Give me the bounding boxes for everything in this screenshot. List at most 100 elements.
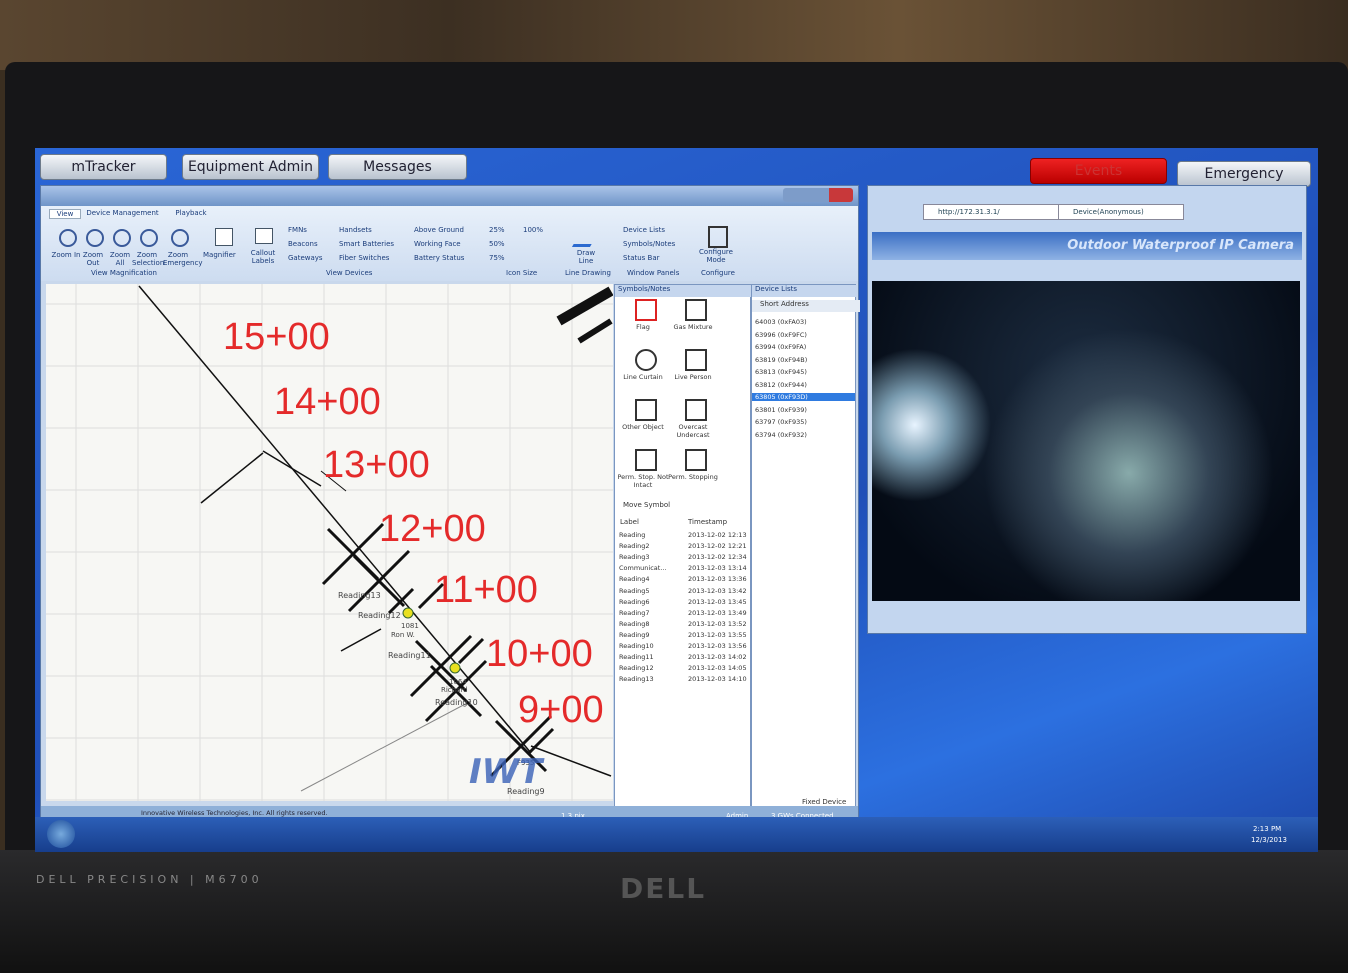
symbol-icon[interactable] [685,399,707,421]
events-tab[interactable]: Events [1030,158,1167,184]
device-row[interactable]: 63813 (0xF945) [752,368,855,376]
zoom-icon[interactable] [86,229,104,247]
reading-row-timestamp[interactable]: 2013-12-03 14:10 [688,675,747,683]
magnifier-button[interactable]: Magnifier [203,251,236,259]
reading-row-timestamp[interactable]: 2013-12-03 13:56 [688,642,747,650]
device-checkbox[interactable]: Fiber Switches [339,254,389,262]
symbol-icon[interactable] [635,349,657,371]
reading-row-timestamp[interactable]: 2013-12-03 13:52 [688,620,747,628]
device-checkbox[interactable]: Smart Batteries [339,240,394,248]
reading-row-label[interactable]: Reading7 [619,609,650,617]
icon-size-radio[interactable]: 100% [523,226,543,234]
device-row[interactable]: 63812 (0xF944) [752,381,855,389]
device-checkbox[interactable]: Working Face [414,240,461,248]
symbol-icon[interactable] [685,449,707,471]
reading-row-label[interactable]: Reading4 [619,575,650,583]
device-checkbox[interactable]: Beacons [288,240,318,248]
reading-row-label[interactable]: Reading9 [619,631,650,639]
configure-button[interactable]: Configure Mode [696,248,736,264]
reading-row-label[interactable]: Reading6 [619,598,650,606]
reading-row-timestamp[interactable]: 2013-12-03 13:45 [688,598,747,606]
symbol-icon[interactable] [635,299,657,321]
symbol-button[interactable]: Perm. Stop. Not Intact [617,473,669,489]
symbol-button[interactable]: Flag [617,323,669,331]
address-bar[interactable]: http://172.31.3.1/ [923,204,1069,220]
device-row[interactable]: 63801 (0xF939) [752,406,855,414]
reading-row-label[interactable]: Reading2 [619,542,650,550]
callout-icon[interactable] [255,228,273,244]
device-row[interactable]: 63819 (0xF94B) [752,356,855,364]
device-row[interactable]: 64003 (0xFA03) [752,318,855,326]
reading-row-timestamp[interactable]: 2013-12-03 14:02 [688,653,747,661]
configure-icon[interactable] [708,226,728,248]
symbol-button[interactable]: Gas Mixture [667,323,719,331]
move-symbol-checkbox[interactable]: Move Symbol [623,501,670,509]
zoom-button[interactable]: Zoom Out [78,251,108,267]
reading-row-timestamp[interactable]: 2013-12-03 13:55 [688,631,747,639]
panel-checkbox[interactable]: Device Lists [623,226,665,234]
zoom-icon[interactable] [59,229,77,247]
symbol-button[interactable]: Perm. Stopping [667,473,719,481]
symbol-icon[interactable] [685,349,707,371]
reading-row-label[interactable]: Reading12 [619,664,654,672]
reading-row-label[interactable]: Reading13 [619,675,654,683]
reading-row-timestamp[interactable]: 2013-12-03 13:14 [688,564,747,572]
symbol-icon[interactable] [635,449,657,471]
ribbon-tab[interactable]: Playback [171,209,211,217]
draw-line-icon[interactable] [572,226,602,247]
reading-row-label[interactable]: Reading5 [619,587,650,595]
ribbon-tab[interactable]: Device Management [85,209,160,217]
device-row[interactable]: 63994 (0xF9FA) [752,343,855,351]
top-tab[interactable]: Equipment Admin [182,154,319,180]
symbol-button[interactable]: Other Object [617,423,669,431]
device-checkbox[interactable]: Above Ground [414,226,464,234]
device-row[interactable]: 63794 (0xF932) [752,431,855,439]
reading-row-timestamp[interactable]: 2013-12-02 12:34 [688,553,747,561]
reading-row-timestamp[interactable]: 2013-12-03 14:05 [688,664,747,672]
magnifier-icon[interactable] [215,228,233,246]
zoom-button[interactable]: Zoom Emergency [163,251,193,267]
zoom-icon[interactable] [113,229,131,247]
device-checkbox[interactable]: FMNs [288,226,307,234]
callout-button[interactable]: Callout Labels [246,249,280,265]
symbol-button[interactable]: Live Person [667,373,719,381]
device-checkbox[interactable]: Handsets [339,226,372,234]
zoom-icon[interactable] [171,229,189,247]
symbol-icon[interactable] [685,299,707,321]
ribbon-tab[interactable]: View [49,209,81,219]
panel-checkbox[interactable]: Status Bar [623,254,660,262]
draw-line-button[interactable]: Draw Line [573,249,599,265]
zoom-button[interactable]: Zoom In [51,251,81,259]
icon-size-radio[interactable]: 50% [489,240,505,248]
panel-checkbox[interactable]: Symbols/Notes [623,240,675,248]
reading-row-label[interactable]: Reading8 [619,620,650,628]
reading-row-timestamp[interactable]: 2013-12-02 12:13 [688,531,747,539]
icon-size-radio[interactable]: 75% [489,254,505,262]
reading-row-timestamp[interactable]: 2013-12-02 12:21 [688,542,747,550]
symbol-icon[interactable] [635,399,657,421]
reading-row-timestamp[interactable]: 2013-12-03 13:49 [688,609,747,617]
device-row[interactable]: 63805 (0xF93D) [752,393,855,401]
reading-row-label[interactable]: Reading [619,531,645,539]
reading-row-label[interactable]: Reading10 [619,642,654,650]
emergency-tab[interactable]: Emergency [1177,161,1311,187]
top-tab[interactable]: Messages [328,154,467,180]
map[interactable]: 15+0014+0013+0012+0011+0010+009+00Readin… [46,284,613,801]
symbol-button[interactable]: Line Curtain [617,373,669,381]
top-tab[interactable]: mTracker [40,154,167,180]
reading-row-timestamp[interactable]: 2013-12-03 13:42 [688,587,747,595]
reading-row-label[interactable]: Communicat... [619,564,667,572]
device-row[interactable]: 63996 (0xF9FC) [752,331,855,339]
icon-size-radio[interactable]: 25% [489,226,505,234]
reading-row-label[interactable]: Reading11 [619,653,654,661]
reading-row-label[interactable]: Reading3 [619,553,650,561]
zoom-icon[interactable] [140,229,158,247]
zoom-button[interactable]: Zoom Selection [132,251,162,267]
zoom-button[interactable]: Zoom All [105,251,135,267]
reading-row-timestamp[interactable]: 2013-12-03 13:36 [688,575,747,583]
device-checkbox[interactable]: Gateways [288,254,323,262]
device-row[interactable]: 63797 (0xF935) [752,418,855,426]
device-checkbox[interactable]: Battery Status [414,254,464,262]
browser-tab[interactable]: Device(Anonymous) [1058,204,1184,220]
start-button[interactable] [47,820,75,848]
